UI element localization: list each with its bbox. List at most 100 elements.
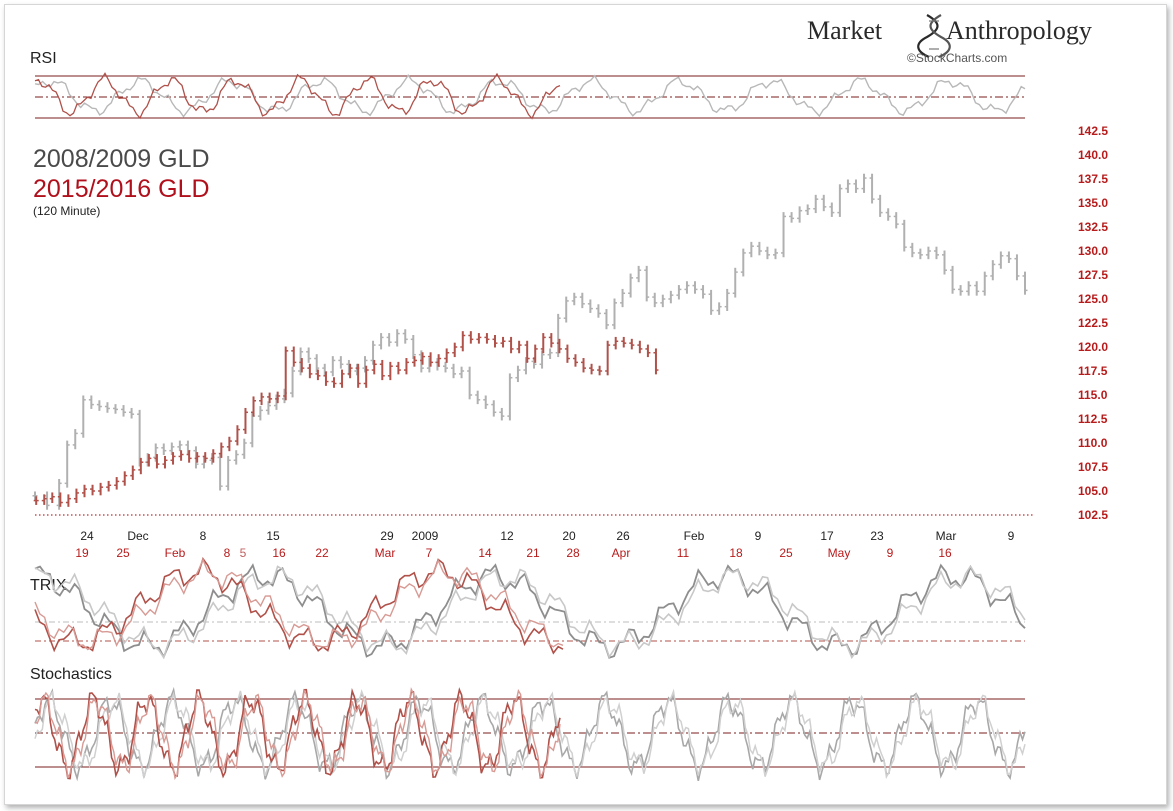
price-bar: [990, 260, 996, 281]
price-bar: [603, 309, 609, 330]
price-bar: [748, 241, 754, 258]
price-bar: [837, 184, 843, 217]
x-tick-label-2015: 8: [224, 546, 231, 560]
trix-line-2008: [34, 563, 1026, 659]
price-bar: [563, 296, 569, 323]
series-2008: [32, 173, 1028, 510]
price-bar: [483, 395, 489, 409]
y-tick-label: 140.0: [1078, 148, 1108, 162]
price-bar: [178, 450, 184, 461]
price-bar: [467, 366, 473, 400]
price-bar: [323, 371, 329, 386]
price-bar: [676, 285, 682, 300]
x-axis-2008: 24 Dec 8 15 29 2009 12 20 26 Feb 9 17 23 Mar 9: [80, 529, 1014, 543]
y-tick-label: 110.0: [1078, 436, 1108, 450]
price-bar: [708, 289, 714, 315]
price-bar: [49, 492, 55, 503]
price-bar: [371, 359, 377, 375]
y-tick-label: 105.0: [1078, 484, 1108, 498]
x-tick-label-2015: 14: [478, 546, 492, 560]
price-bar: [442, 361, 448, 373]
price-bar: [484, 333, 490, 344]
price-bar: [589, 363, 595, 375]
price-bar: [595, 304, 601, 318]
x-axis-2015: 19 25 Feb 8 5 16 22 Mar 7 14 21 28 Apr 11 18 25 May 9 16: [75, 546, 952, 560]
source-credit: ©StockCharts.com: [907, 51, 1007, 65]
price-bar: [845, 179, 851, 193]
price-bar: [524, 340, 530, 363]
x-tick-label-2015: 22: [315, 546, 329, 560]
price-bar: [901, 219, 907, 252]
price-bar: [909, 242, 915, 258]
price-bar: [146, 454, 152, 467]
price-bar: [958, 285, 964, 296]
price-bar: [660, 294, 666, 308]
price-bar: [460, 331, 466, 352]
price-bar: [829, 202, 835, 217]
y-tick-label: 127.5: [1078, 268, 1108, 282]
price-bar: [621, 336, 627, 348]
price-bar: [740, 248, 746, 277]
price-bar: [700, 285, 706, 299]
trix-signal-2008: [34, 564, 1026, 660]
x-tick-label-2008: 17: [820, 529, 834, 543]
price-bar: [81, 484, 87, 498]
price-bar: [540, 333, 546, 354]
price-bar: [370, 340, 376, 365]
stoch-panel: [34, 686, 1026, 782]
title-2008: 2008/2009 GLD: [33, 145, 210, 173]
trix-signal-2015: [34, 557, 564, 651]
price-bar: [612, 298, 618, 330]
price-bar: [338, 356, 344, 369]
price-bar: [106, 480, 112, 492]
y-tick-label: 122.5: [1078, 316, 1108, 330]
price-bar: [821, 194, 827, 212]
price-bar: [225, 455, 231, 491]
price-bar: [998, 251, 1004, 269]
price-bar: [169, 442, 175, 455]
price-bar: [33, 496, 39, 505]
price-bar: [564, 344, 570, 363]
price-bar: [88, 395, 94, 409]
price-bar: [556, 338, 562, 354]
price-bar: [933, 246, 939, 260]
price-bar: [298, 347, 304, 376]
price-bar: [950, 265, 956, 294]
price-bar: [355, 363, 361, 388]
price-bar: [347, 363, 353, 379]
price-bar: [104, 402, 110, 413]
price-bar: [587, 299, 593, 313]
price-bar: [716, 302, 722, 315]
y-tick-label: 102.5: [1078, 508, 1108, 522]
price-bar: [508, 336, 514, 354]
price-bar: [394, 329, 400, 347]
x-tick-label-2015: 19: [75, 546, 89, 560]
price-bar: [452, 342, 458, 358]
price-bar: [98, 482, 104, 496]
price-bar: [130, 465, 136, 480]
price-bar: [805, 204, 811, 215]
x-tick-label-2015: 11: [677, 546, 690, 560]
x-tick-label-2008: 20: [562, 529, 576, 543]
price-bar: [813, 194, 819, 214]
price-bar: [378, 333, 384, 350]
price-bar: [451, 363, 457, 379]
stoch-k-2008: [34, 686, 1026, 782]
price-bar: [966, 281, 972, 296]
rsi-line-2015: [34, 72, 561, 120]
price-bar: [403, 358, 409, 375]
y-tick-label: 115.0: [1078, 388, 1108, 402]
stoch-d-2008: [34, 688, 1026, 780]
price-bar: [500, 336, 506, 348]
price-bar: [186, 450, 192, 463]
price-bar: [917, 248, 923, 260]
price-bar: [507, 373, 513, 421]
price-bar: [72, 429, 78, 450]
price-bar: [853, 179, 859, 193]
price-bar: [234, 425, 240, 446]
trix-line-2015: [34, 557, 564, 655]
price-bar: [797, 206, 803, 223]
price-bar: [539, 350, 545, 369]
chart-canvas: Market Anthropology ©StockCharts.com RSI…: [30, 14, 1108, 782]
brand-left: Market: [807, 16, 883, 45]
